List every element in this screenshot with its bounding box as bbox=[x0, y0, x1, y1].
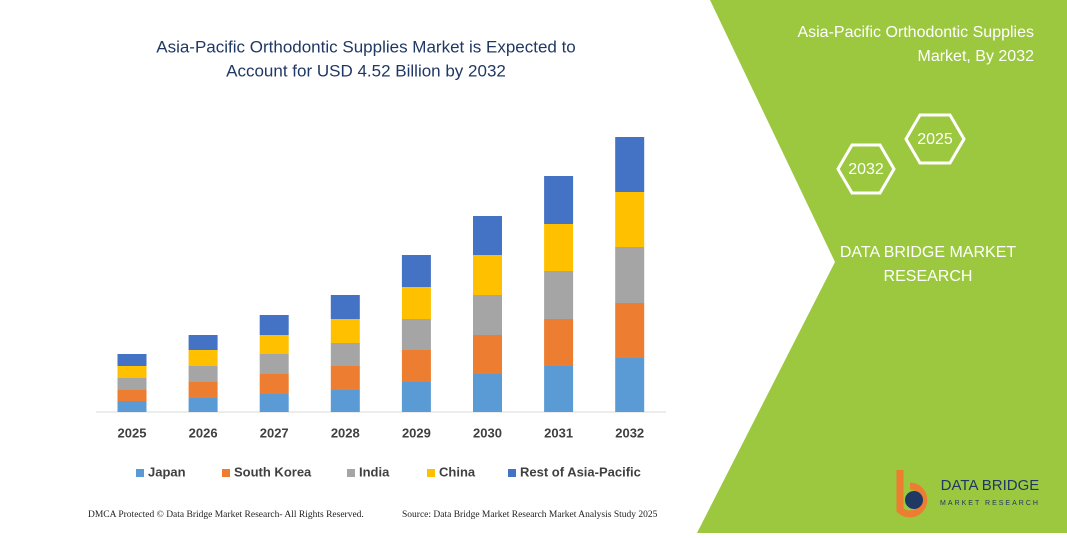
side-panel bbox=[697, 0, 1067, 533]
bar-segment bbox=[544, 366, 574, 412]
x-tick-label: 2028 bbox=[331, 425, 360, 440]
bar-segment bbox=[188, 398, 218, 412]
bar-segment bbox=[401, 319, 431, 350]
chart-title: Account for USD 4.52 Billion by 2032 bbox=[226, 61, 506, 80]
x-tick-label: 2027 bbox=[260, 425, 289, 440]
bar-segment bbox=[615, 137, 645, 192]
bar-segment bbox=[188, 335, 218, 350]
bar-segment bbox=[473, 295, 502, 335]
bar-segment bbox=[544, 224, 574, 271]
brand: DATA BRIDGE MARKET bbox=[840, 244, 1017, 261]
brand: RESEARCH bbox=[884, 268, 973, 285]
legend-label: South Korea bbox=[234, 464, 312, 479]
hexagon bbox=[836, 143, 896, 195]
x-tick-label: 2032 bbox=[615, 425, 644, 440]
x-tick-label: 2030 bbox=[473, 425, 502, 440]
x-tick-label: 2026 bbox=[189, 425, 218, 440]
legend-swatch bbox=[136, 469, 144, 477]
bar-segment bbox=[330, 295, 360, 319]
bar-segment bbox=[615, 192, 645, 247]
bar-segment bbox=[330, 390, 360, 412]
footer: Source: Data Bridge Market Research Mark… bbox=[402, 510, 658, 520]
bar-segment bbox=[117, 401, 147, 412]
x-tick-label: 2025 bbox=[118, 425, 147, 440]
bar-segment bbox=[117, 390, 147, 401]
bar-segment bbox=[401, 255, 431, 287]
panel-title: Market, By 2032 bbox=[918, 48, 1035, 65]
bar-segment bbox=[473, 335, 502, 374]
bar-segment bbox=[473, 216, 502, 255]
bar-segment bbox=[615, 358, 645, 412]
hexagon-label: 2032 bbox=[848, 161, 884, 178]
bar-segment bbox=[188, 350, 218, 366]
x-tick-label: 2029 bbox=[402, 425, 431, 440]
bar-segment bbox=[259, 315, 289, 335]
bar-segment bbox=[259, 335, 289, 354]
hexagon bbox=[904, 113, 966, 165]
bar-segment bbox=[401, 382, 431, 412]
legend-label: Japan bbox=[148, 464, 186, 479]
chart-title: Asia-Pacific Orthodontic Supplies Market… bbox=[156, 37, 576, 56]
bar-segment bbox=[259, 394, 289, 412]
bar-segment bbox=[330, 343, 360, 366]
legend-label: Rest of Asia-Pacific bbox=[520, 464, 641, 479]
bar-segment bbox=[544, 319, 574, 366]
bar-segment bbox=[188, 366, 218, 382]
hexagon-label: 2025 bbox=[917, 131, 953, 148]
legend-label: India bbox=[359, 464, 390, 479]
footer: DMCA Protected © Data Bridge Market Rese… bbox=[88, 509, 364, 520]
bar-segment bbox=[544, 271, 574, 319]
logo-text: MARKET RESEARCH bbox=[940, 500, 1040, 507]
bar-segment bbox=[117, 354, 147, 366]
bar-segment bbox=[259, 354, 289, 374]
bar-segment bbox=[473, 374, 502, 412]
logo-icon bbox=[896, 470, 928, 518]
logo-text: DATA BRIDGE bbox=[941, 477, 1040, 494]
bar-segment bbox=[544, 176, 574, 224]
bar-segment bbox=[188, 382, 218, 398]
legend-swatch bbox=[427, 469, 435, 477]
legend-label: China bbox=[439, 464, 476, 479]
bar-segment bbox=[615, 303, 645, 358]
bar-segment bbox=[473, 255, 502, 295]
bar-segment bbox=[259, 374, 289, 394]
legend-swatch bbox=[508, 469, 516, 477]
bar-segment bbox=[117, 366, 147, 378]
x-tick-label: 2031 bbox=[544, 425, 573, 440]
bar-segment bbox=[330, 366, 360, 390]
legend-swatch bbox=[222, 469, 230, 477]
legend-swatch bbox=[347, 469, 355, 477]
bar-segment bbox=[615, 247, 645, 303]
bar-segment bbox=[401, 350, 431, 382]
bar-segment bbox=[117, 378, 147, 390]
bar-segment bbox=[330, 319, 360, 343]
bar-segment bbox=[401, 287, 431, 319]
panel-title: Asia-Pacific Orthodontic Supplies bbox=[797, 24, 1034, 41]
